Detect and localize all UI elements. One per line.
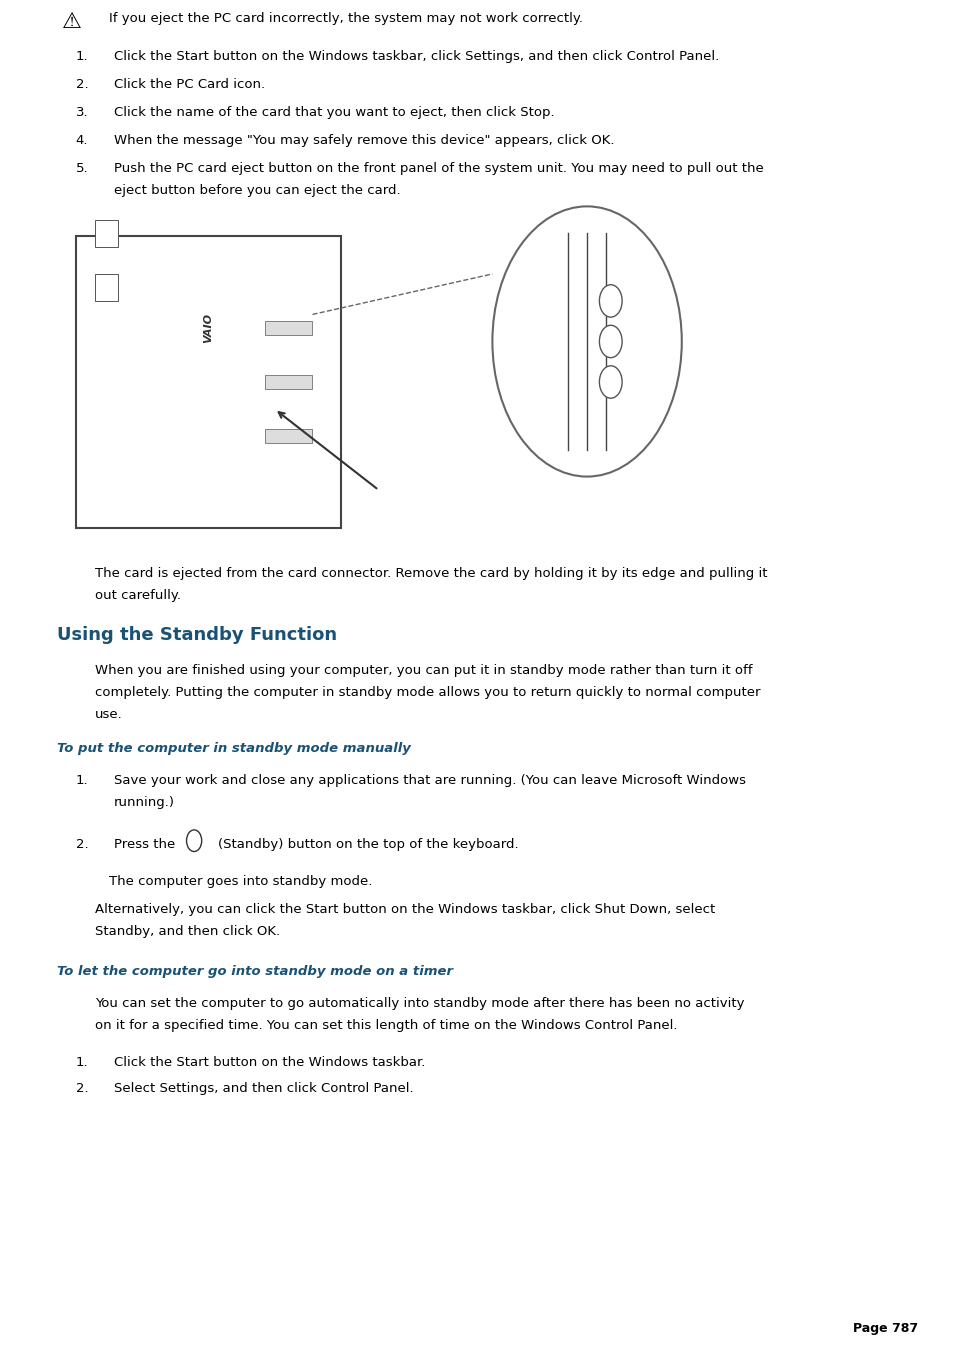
Text: When you are finished using your computer, you can put it in standby mode rather: When you are finished using your compute… xyxy=(94,663,751,677)
Text: Standby, and then click OK.: Standby, and then click OK. xyxy=(94,925,279,938)
Circle shape xyxy=(598,366,621,399)
Text: Click the Start button on the Windows taskbar, click Settings, and then click Co: Click the Start button on the Windows ta… xyxy=(113,50,719,63)
Circle shape xyxy=(598,285,621,317)
Bar xyxy=(265,322,313,335)
Text: Click the name of the card that you want to eject, then click Stop.: Click the name of the card that you want… xyxy=(113,105,554,119)
Text: Push the PC card eject button on the front panel of the system unit. You may nee: Push the PC card eject button on the fro… xyxy=(113,162,762,176)
Circle shape xyxy=(598,326,621,358)
Text: To let the computer go into standby mode on a timer: To let the computer go into standby mode… xyxy=(57,965,453,978)
Bar xyxy=(265,430,313,443)
Text: When the message "You may safely remove this device" appears, click OK.: When the message "You may safely remove … xyxy=(113,134,614,147)
Text: 1.: 1. xyxy=(75,1056,89,1069)
Text: 1.: 1. xyxy=(75,50,89,63)
Text: completely. Putting the computer in standby mode allows you to return quickly to: completely. Putting the computer in stan… xyxy=(94,686,760,698)
Text: The card is ejected from the card connector. Remove the card by holding it by it: The card is ejected from the card connec… xyxy=(94,567,766,580)
Bar xyxy=(94,220,118,247)
Text: The computer goes into standby mode.: The computer goes into standby mode. xyxy=(109,875,372,888)
Text: 5.: 5. xyxy=(75,162,89,176)
Text: 1.: 1. xyxy=(75,774,89,788)
Text: ⚠: ⚠ xyxy=(62,12,81,32)
Text: You can set the computer to go automatically into standby mode after there has b: You can set the computer to go automatic… xyxy=(94,997,743,1011)
Text: 2.: 2. xyxy=(75,1082,89,1096)
Text: eject button before you can eject the card.: eject button before you can eject the ca… xyxy=(113,184,400,197)
Text: Alternatively, you can click the Start button on the Windows taskbar, click Shut: Alternatively, you can click the Start b… xyxy=(94,902,714,916)
Bar xyxy=(265,376,313,389)
Circle shape xyxy=(187,830,201,851)
Text: Press the: Press the xyxy=(113,838,179,851)
Text: Save your work and close any applications that are running. (You can leave Micro: Save your work and close any application… xyxy=(113,774,745,788)
Text: Page 787: Page 787 xyxy=(853,1321,918,1335)
Text: running.): running.) xyxy=(113,796,174,809)
Circle shape xyxy=(492,207,681,477)
Bar xyxy=(94,274,118,301)
Text: 2.: 2. xyxy=(75,78,89,91)
Text: 2.: 2. xyxy=(75,838,89,851)
Bar xyxy=(75,235,340,528)
Text: Using the Standby Function: Using the Standby Function xyxy=(57,626,336,644)
Text: Click the Start button on the Windows taskbar.: Click the Start button on the Windows ta… xyxy=(113,1056,424,1069)
Text: use.: use. xyxy=(94,708,122,721)
Text: 4.: 4. xyxy=(75,134,89,147)
Text: (Standby) button on the top of the keyboard.: (Standby) button on the top of the keybo… xyxy=(217,838,517,851)
Text: 3.: 3. xyxy=(75,105,89,119)
Text: Select Settings, and then click Control Panel.: Select Settings, and then click Control … xyxy=(113,1082,413,1096)
Text: VAIO: VAIO xyxy=(203,313,213,343)
Text: out carefully.: out carefully. xyxy=(94,589,180,603)
Text: on it for a specified time. You can set this length of time on the Windows Contr: on it for a specified time. You can set … xyxy=(94,1019,677,1032)
Text: Click the PC Card icon.: Click the PC Card icon. xyxy=(113,78,265,91)
Text: To put the computer in standby mode manually: To put the computer in standby mode manu… xyxy=(57,742,410,755)
Text: If you eject the PC card incorrectly, the system may not work correctly.: If you eject the PC card incorrectly, th… xyxy=(109,12,582,26)
